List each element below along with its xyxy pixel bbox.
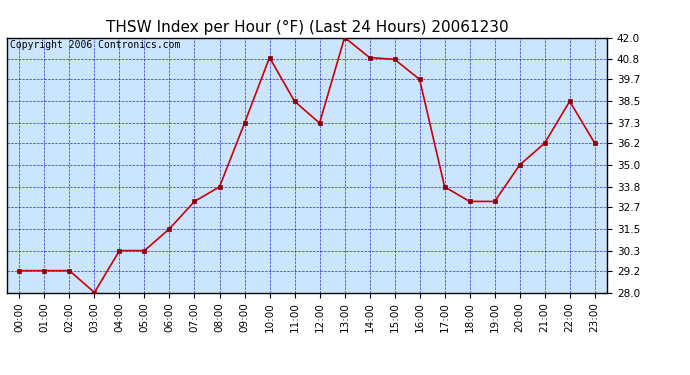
Title: THSW Index per Hour (°F) (Last 24 Hours) 20061230: THSW Index per Hour (°F) (Last 24 Hours)… bbox=[106, 20, 509, 35]
Text: Copyright 2006 Contronics.com: Copyright 2006 Contronics.com bbox=[10, 40, 180, 50]
